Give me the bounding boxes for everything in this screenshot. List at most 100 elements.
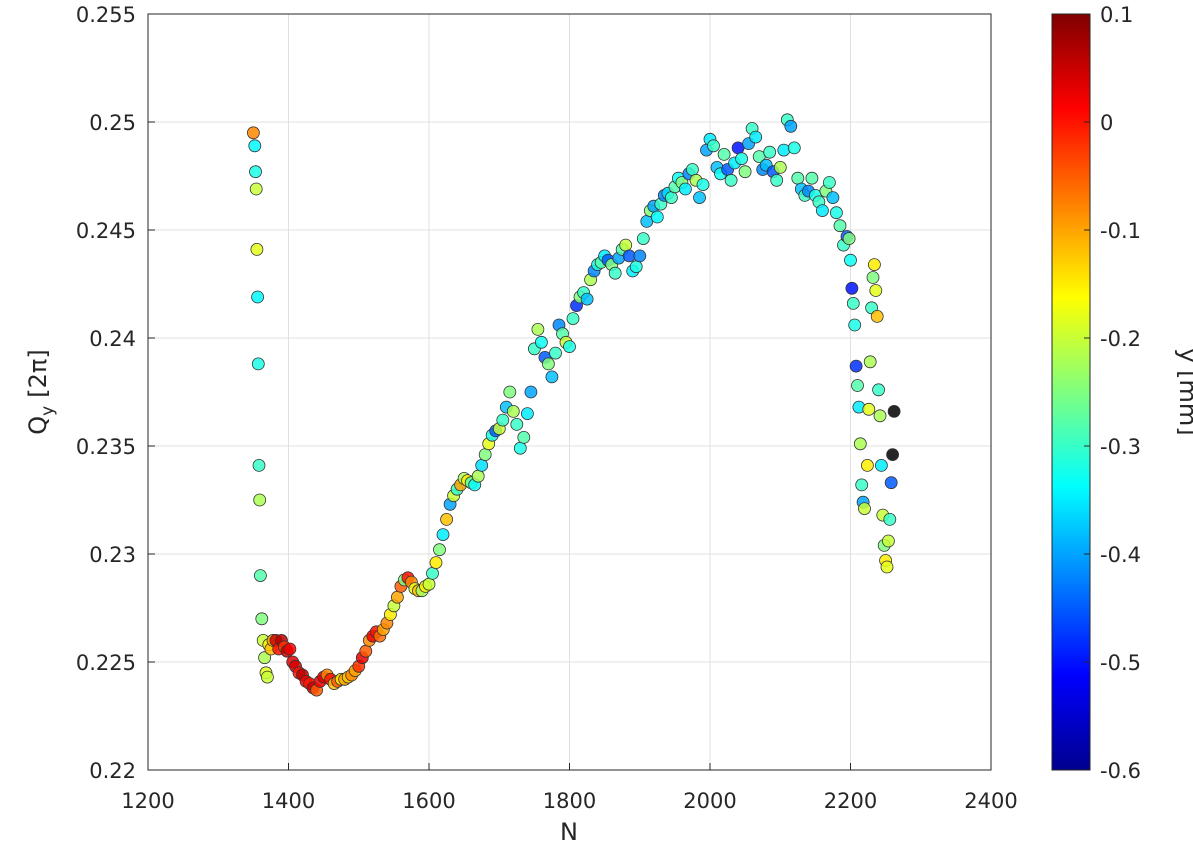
data-points bbox=[246, 113, 901, 697]
data-point bbox=[496, 413, 510, 427]
data-point bbox=[842, 232, 856, 246]
data-point bbox=[845, 281, 859, 295]
data-point bbox=[826, 191, 840, 205]
data-point bbox=[873, 409, 887, 423]
data-point bbox=[510, 417, 524, 431]
data-point bbox=[563, 340, 576, 354]
data-point bbox=[252, 458, 266, 472]
data-point bbox=[255, 612, 269, 626]
data-point bbox=[863, 355, 877, 369]
y-axis: 0.22 0.225 0.23 0.235 0.24 0.245 0.25 0.255 bbox=[76, 3, 155, 783]
data-point bbox=[862, 402, 876, 416]
data-point bbox=[855, 478, 869, 492]
y-tick-label: 0.245 bbox=[76, 219, 136, 243]
data-point bbox=[679, 182, 692, 196]
data-point bbox=[248, 139, 262, 153]
data-point bbox=[858, 502, 871, 516]
colorbar-tick-label: -0.6 bbox=[1100, 759, 1141, 783]
y-axis-label-unit: [2π] bbox=[24, 349, 52, 397]
colorbar-label: y [mm] bbox=[1174, 348, 1193, 435]
colorbar: 0.1 0 -0.1 -0.2 -0.3 -0.4 -0.5 -0.6 y [mm] bbox=[1051, 3, 1193, 783]
data-point bbox=[880, 560, 894, 574]
data-point bbox=[545, 370, 559, 384]
data-point bbox=[882, 534, 895, 548]
x-tick-label: 2200 bbox=[824, 789, 877, 813]
data-point bbox=[870, 309, 884, 323]
data-point bbox=[805, 171, 819, 185]
x-axis: 1200 1400 1600 1800 2000 2200 2400 bbox=[121, 763, 1018, 813]
data-point bbox=[869, 284, 883, 297]
data-point bbox=[258, 651, 272, 665]
data-point bbox=[833, 219, 847, 233]
data-point bbox=[650, 210, 664, 224]
colorbar-ticks: 0.1 0 -0.1 -0.2 -0.3 -0.4 -0.5 -0.6 bbox=[1084, 3, 1141, 783]
data-point bbox=[580, 292, 594, 306]
data-point bbox=[506, 404, 520, 418]
data-point bbox=[251, 290, 265, 304]
y-axis-label: Qy [2π] bbox=[24, 349, 58, 434]
data-point bbox=[549, 346, 562, 360]
data-point bbox=[686, 163, 699, 176]
data-point bbox=[608, 266, 622, 280]
data-point bbox=[738, 165, 752, 179]
data-point bbox=[531, 322, 545, 336]
data-point bbox=[791, 171, 805, 185]
colorbar-tick-label: -0.5 bbox=[1100, 651, 1141, 675]
data-point bbox=[665, 191, 678, 205]
y-axis-label-sub: y bbox=[38, 406, 58, 416]
data-point bbox=[246, 126, 260, 140]
colorbar-gradient bbox=[1051, 13, 1091, 771]
colorbar-tick-label: -0.1 bbox=[1100, 219, 1141, 243]
data-point bbox=[787, 141, 801, 155]
x-tick-label: 1400 bbox=[262, 789, 315, 813]
data-point bbox=[816, 204, 829, 218]
data-point bbox=[861, 458, 874, 472]
data-point bbox=[524, 385, 538, 399]
y-tick-label: 0.22 bbox=[89, 759, 136, 783]
data-point bbox=[629, 260, 643, 274]
data-point bbox=[253, 493, 267, 507]
data-point bbox=[784, 119, 798, 133]
data-point bbox=[886, 448, 899, 462]
data-point bbox=[359, 644, 373, 658]
data-point bbox=[884, 476, 898, 490]
x-axis-label: N bbox=[560, 818, 578, 846]
data-point bbox=[735, 152, 748, 166]
data-point bbox=[875, 458, 888, 472]
data-point bbox=[253, 569, 267, 582]
data-point bbox=[422, 577, 436, 591]
data-point bbox=[517, 430, 531, 444]
data-point bbox=[250, 242, 264, 256]
data-point bbox=[830, 206, 843, 220]
data-point bbox=[763, 145, 777, 159]
data-point bbox=[848, 318, 862, 332]
colorbar-tick-label: 0.1 bbox=[1100, 3, 1133, 27]
y-axis-label-main: Q bbox=[24, 416, 52, 435]
data-point bbox=[535, 335, 548, 349]
data-point bbox=[707, 139, 720, 153]
data-point bbox=[717, 147, 731, 161]
data-point bbox=[390, 590, 404, 604]
data-point bbox=[749, 130, 763, 144]
data-point bbox=[773, 160, 787, 174]
data-point bbox=[433, 543, 446, 557]
data-point bbox=[866, 271, 880, 284]
data-point bbox=[503, 385, 517, 399]
data-point bbox=[849, 359, 863, 373]
y-tick-label: 0.255 bbox=[76, 3, 136, 27]
data-point bbox=[887, 404, 901, 418]
data-point bbox=[251, 357, 265, 371]
data-point bbox=[566, 312, 580, 326]
data-point bbox=[440, 513, 454, 526]
data-point bbox=[823, 176, 836, 189]
y-tick-label: 0.235 bbox=[76, 435, 136, 459]
data-point bbox=[283, 642, 297, 656]
colorbar-tick-label: -0.3 bbox=[1100, 435, 1141, 459]
data-point bbox=[542, 357, 555, 371]
x-tick-label: 2400 bbox=[964, 789, 1017, 813]
data-point bbox=[478, 448, 492, 462]
data-point bbox=[868, 258, 881, 272]
data-point bbox=[724, 173, 738, 187]
